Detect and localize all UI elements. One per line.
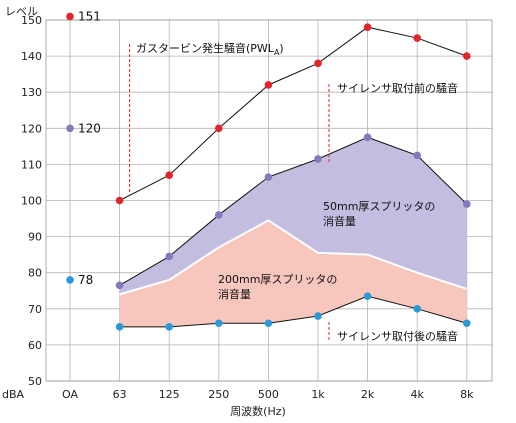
data-point [413, 305, 422, 313]
area-label-200mm-line2: 消音量 [218, 287, 251, 301]
x-axis-title: 周波数(Hz) [230, 405, 286, 418]
data-point [314, 312, 322, 320]
annotation-pwl-close: ) [279, 42, 283, 55]
y-tick-label: 130 [21, 86, 42, 99]
data-point [264, 173, 273, 181]
oa-values: 151 120 78 [78, 9, 101, 287]
x-tick-label: 2k [361, 388, 375, 401]
y-tick-label: 150 [21, 14, 42, 27]
annotation-pwl: ガスタービン発生騒音(PWLA) [136, 41, 284, 57]
data-point [264, 319, 273, 328]
area-label-200mm-line1: 200mm厚スプリッタの [218, 273, 337, 286]
x-tick-label: OA [62, 388, 78, 401]
oa-value-label: 151 [78, 9, 101, 23]
series-line [119, 295, 467, 328]
data-point [115, 196, 124, 205]
area-200mm-attenuation [119, 220, 467, 327]
y-axis-title: レベル [5, 5, 38, 18]
data-point [463, 52, 471, 60]
data-point [115, 281, 124, 290]
x-tick-label: 125 [159, 388, 180, 401]
data-point [115, 323, 124, 331]
series-line [119, 136, 468, 286]
data-point [363, 133, 372, 142]
area-label-50mm-line2: 消音量 [323, 214, 356, 228]
x-tick-label: 500 [258, 388, 279, 401]
y-tick-label: 110 [21, 158, 42, 171]
data-point [215, 124, 223, 133]
area-label-50mm-line1: 50mm厚スプリッタの [323, 200, 435, 213]
annotation-before: サイレンサ取付前の騒音 [337, 81, 458, 95]
data-point [314, 59, 322, 68]
area-label-50mm: 50mm厚スプリッタの 消音量 [323, 200, 439, 228]
oa-point [66, 124, 74, 133]
split-boundary-line [119, 219, 468, 296]
y-tick-label: 70 [28, 303, 42, 316]
x-tick-label: 8k [460, 388, 474, 401]
data-point [413, 151, 422, 160]
data-point [463, 200, 471, 208]
x-tick-label: 63 [113, 388, 127, 401]
y-tick-label: 90 [28, 231, 42, 244]
series-line [119, 26, 467, 201]
data-point [314, 155, 322, 163]
attenuation-areas [119, 137, 468, 327]
area-label-200mm: 200mm厚スプリッタの 消音量 [218, 273, 341, 301]
oa-value-label: 120 [78, 121, 101, 135]
data-point [165, 323, 173, 331]
y-axis-unit: dBA [2, 388, 25, 401]
annotation-pwl-subscript: A [274, 48, 280, 57]
oa-point [66, 12, 74, 21]
data-point [215, 319, 223, 328]
data-point [165, 171, 173, 180]
data-point [363, 292, 372, 300]
y-tick-labels: 50 60 70 80 90 100 110 120 130 140 150 [21, 14, 42, 388]
x-tick-labels: OA 63 125 250 500 1k 2k 4k 8k [62, 388, 474, 401]
annotation-pwl-text: ガスタービン発生騒音(PWL [136, 41, 275, 55]
x-tick-label: 4k [411, 388, 425, 401]
data-point [363, 23, 372, 32]
series-points [66, 12, 471, 331]
annotation-after: サイレンサ取付後の騒音 [337, 329, 458, 343]
data-point [413, 34, 422, 42]
y-tick-label: 80 [28, 267, 42, 280]
x-tick-label: 1k [311, 388, 325, 401]
x-tick-label: 250 [208, 388, 229, 401]
plot-frame [45, 19, 493, 382]
annotation-guides [129, 44, 330, 341]
data-point [264, 81, 273, 89]
series-lines [119, 26, 468, 328]
oa-value-label: 78 [78, 273, 93, 287]
data-point [165, 252, 173, 261]
data-point [463, 319, 471, 328]
y-tick-label: 100 [21, 195, 42, 208]
y-tick-label: 60 [28, 339, 42, 352]
oa-point [66, 276, 74, 284]
y-tick-label: 50 [28, 375, 42, 388]
y-tick-label: 120 [21, 122, 42, 135]
y-tick-label: 140 [21, 50, 42, 63]
data-point [215, 211, 223, 219]
